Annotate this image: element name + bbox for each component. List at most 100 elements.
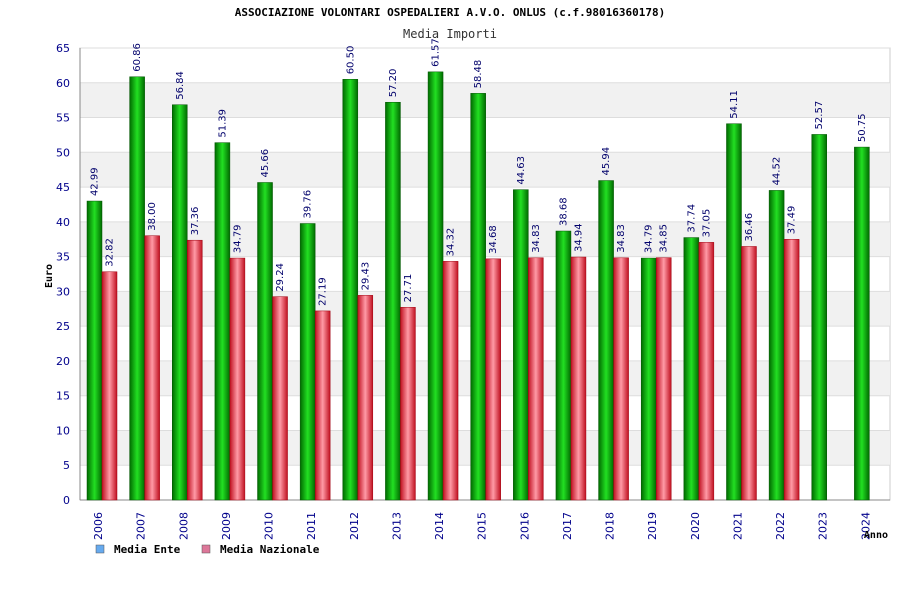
value-label-media-nazionale-2014: 34.32 [446, 228, 457, 257]
value-label-media-nazionale-2015: 34.68 [488, 225, 499, 254]
bar-media-nazionale-2021 [741, 246, 757, 501]
y-tick-label: 15 [56, 390, 70, 403]
y-tick-label: 25 [56, 320, 70, 333]
value-label-media-nazionale-2020: 37.05 [701, 209, 712, 238]
value-label-media-nazionale-2006: 32.82 [105, 238, 116, 267]
bar-media-ente-2011 [299, 223, 316, 501]
value-label-media-ente-2023: 52.57 [814, 101, 825, 130]
value-label-media-nazionale-2012: 29.43 [360, 262, 371, 291]
bar-media-ente-2009 [214, 142, 231, 501]
legend-swatch-media-nazionale [201, 544, 211, 554]
y-tick-label: 50 [56, 146, 70, 159]
x-tick-label-2013: 2013 [390, 512, 403, 540]
value-label-media-ente-2014: 61.57 [431, 38, 442, 67]
value-label-media-ente-2009: 51.39 [217, 109, 228, 138]
bar-media-nazionale-2009 [229, 257, 246, 501]
bar-media-nazionale-2017 [570, 256, 587, 501]
value-label-media-ente-2016: 44.63 [516, 156, 527, 185]
bar-media-nazionale-2013 [400, 307, 416, 501]
bar-media-ente-2008 [172, 104, 188, 501]
value-label-media-nazionale-2007: 38.00 [147, 202, 158, 231]
value-label-media-nazionale-2009: 34.79 [232, 224, 243, 253]
bar-media-ente-2007 [129, 76, 145, 501]
value-label-media-ente-2007: 60.86 [132, 43, 143, 72]
legend-swatch-media-ente [95, 544, 105, 554]
bar-media-ente-2010 [257, 182, 273, 501]
x-tick-label-2012: 2012 [348, 512, 361, 540]
x-axis-ticks: 2006 2007 2008 2009 2010 2011 2012 2013 2014 2015… [92, 512, 872, 540]
y-tick-label: 65 [56, 42, 70, 55]
x-tick-label-2016: 2016 [518, 512, 531, 540]
bar-media-ente-2024 [854, 146, 870, 501]
bar-media-ente-2014 [427, 71, 444, 501]
value-label-media-ente-2019: 34.79 [644, 224, 655, 253]
bar-media-nazionale-2014 [442, 261, 459, 501]
value-label-media-nazionale-2011: 27.19 [318, 277, 329, 306]
x-axis-label: Anno [864, 530, 888, 541]
value-label-media-nazionale-2022: 37.49 [787, 206, 798, 235]
value-label-media-ente-2011: 39.76 [303, 190, 314, 219]
y-tick-label: 40 [56, 216, 70, 229]
bar-media-ente-2013 [385, 101, 401, 501]
value-label-media-ente-2024: 50.75 [857, 113, 868, 142]
x-tick-label-2007: 2007 [135, 512, 148, 540]
bar-media-nazionale-2008 [187, 239, 203, 501]
bar-media-ente-2017 [555, 230, 572, 501]
x-tick-label-2008: 2008 [177, 512, 190, 540]
x-tick-label-2010: 2010 [263, 512, 276, 540]
value-label-media-nazionale-2010: 29.24 [275, 263, 286, 292]
value-label-media-ente-2022: 44.52 [772, 157, 783, 186]
value-label-media-ente-2012: 60.50 [345, 46, 356, 75]
x-tick-label-2015: 2015 [476, 512, 489, 540]
x-tick-label-2021: 2021 [731, 512, 744, 540]
bar-media-ente-2022 [768, 190, 785, 501]
x-tick-label-2018: 2018 [604, 512, 617, 540]
value-label-media-nazionale-2021: 36.46 [744, 213, 755, 242]
legend: Media Ente Media Nazionale [95, 543, 320, 556]
bar-media-nazionale-2022 [783, 239, 800, 501]
bar-media-ente-2006 [86, 200, 103, 501]
bar-media-nazionale-2016 [528, 257, 544, 501]
y-tick-label: 5 [63, 459, 70, 472]
bar-media-nazionale-2007 [144, 235, 160, 501]
value-label-media-ente-2013: 57.20 [388, 69, 399, 98]
value-label-media-ente-2017: 38.68 [558, 197, 569, 226]
x-tick-label-2022: 2022 [774, 512, 787, 540]
y-tick-label: 35 [56, 251, 70, 264]
bar-media-nazionale-2018 [613, 257, 629, 501]
x-tick-label-2023: 2023 [817, 512, 830, 540]
bar-media-ente-2023 [811, 134, 827, 501]
x-tick-label-2020: 2020 [689, 512, 702, 540]
bar-media-ente-2021 [726, 123, 742, 501]
y-tick-label: 45 [56, 181, 70, 194]
value-label-media-ente-2006: 42.99 [90, 167, 101, 196]
chart-subtitle: Media Importi [403, 27, 497, 41]
value-label-media-ente-2015: 58.48 [473, 60, 484, 89]
legend-label-media-ente: Media Ente [114, 543, 181, 556]
bar-media-nazionale-2010 [272, 296, 288, 501]
x-tick-label-2024: 2024 [859, 512, 872, 540]
x-tick-label-2017: 2017 [561, 512, 574, 540]
y-tick-label: 30 [56, 285, 70, 298]
bar-media-ente-2018 [598, 180, 614, 501]
value-label-media-ente-2010: 45.66 [260, 149, 271, 178]
value-label-media-nazionale-2018: 34.83 [616, 224, 627, 253]
bar-media-nazionale-2011 [314, 310, 331, 501]
bar-media-nazionale-2020 [698, 242, 715, 501]
bar-media-nazionale-2012 [357, 295, 374, 501]
y-tick-label: 10 [56, 424, 70, 437]
value-label-media-ente-2008: 56.84 [175, 71, 186, 100]
bar-media-nazionale-2019 [655, 257, 672, 501]
value-label-media-nazionale-2013: 27.71 [403, 274, 414, 303]
bar-media-ente-2016 [513, 189, 529, 501]
bar-media-ente-2019 [640, 257, 657, 501]
x-tick-label-2011: 2011 [305, 512, 318, 540]
y-tick-label: 60 [56, 77, 70, 90]
x-tick-label-2006: 2006 [92, 512, 105, 540]
y-axis-label: Euro [44, 264, 55, 288]
bar-media-ente-2012 [342, 79, 359, 501]
bar-media-ente-2015 [470, 93, 486, 501]
legend-label-media-nazionale: Media Nazionale [220, 543, 320, 556]
value-label-media-nazionale-2019: 34.85 [659, 224, 670, 253]
